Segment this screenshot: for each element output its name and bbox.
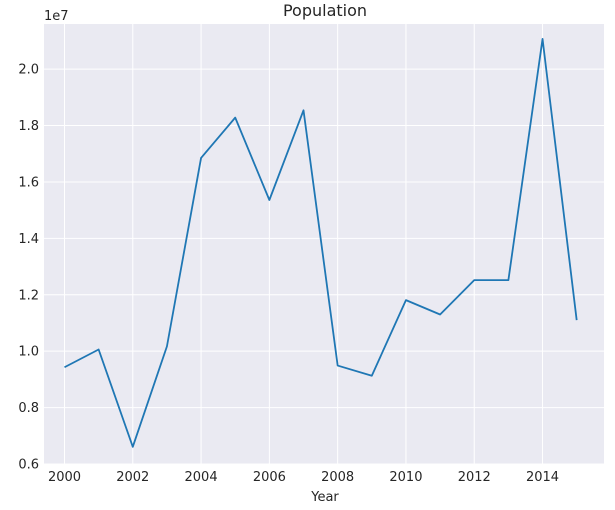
y-tick-label: 2.0 bbox=[18, 63, 39, 78]
y-tick-label: 1.6 bbox=[18, 175, 39, 190]
y-tick-label: 0.8 bbox=[18, 401, 39, 416]
y-tick-label: 1.2 bbox=[18, 288, 39, 303]
x-tick-label: 2002 bbox=[116, 470, 149, 485]
y-axis-offset-label: 1e7 bbox=[44, 9, 69, 24]
x-tick-label: 2014 bbox=[526, 470, 559, 485]
y-tick-label: 1.0 bbox=[18, 345, 39, 360]
y-axis-ticks: 0.6 0.8 1.0 1.2 1.4 1.6 1.8 2.0 bbox=[18, 63, 39, 473]
chart-title: Population bbox=[283, 1, 367, 20]
x-tick-label: 2006 bbox=[253, 470, 286, 485]
y-tick-label: 1.8 bbox=[18, 119, 39, 134]
x-tick-label: 2000 bbox=[48, 470, 81, 485]
grid-lines bbox=[44, 24, 604, 465]
y-tick-label: 0.6 bbox=[18, 458, 39, 473]
y-tick-label: 1.4 bbox=[18, 232, 39, 247]
series-line bbox=[64, 38, 578, 448]
x-tick-label: 2008 bbox=[321, 470, 354, 485]
x-tick-label: 2004 bbox=[185, 470, 218, 485]
x-tick-label: 2012 bbox=[458, 470, 491, 485]
x-axis-ticks: 2000 2002 2004 2006 2008 2010 2012 2014 bbox=[48, 470, 559, 485]
plot-area bbox=[44, 24, 604, 464]
series-lines bbox=[64, 38, 578, 448]
x-axis-label: Year bbox=[310, 490, 339, 505]
x-tick-label: 2010 bbox=[389, 470, 422, 485]
